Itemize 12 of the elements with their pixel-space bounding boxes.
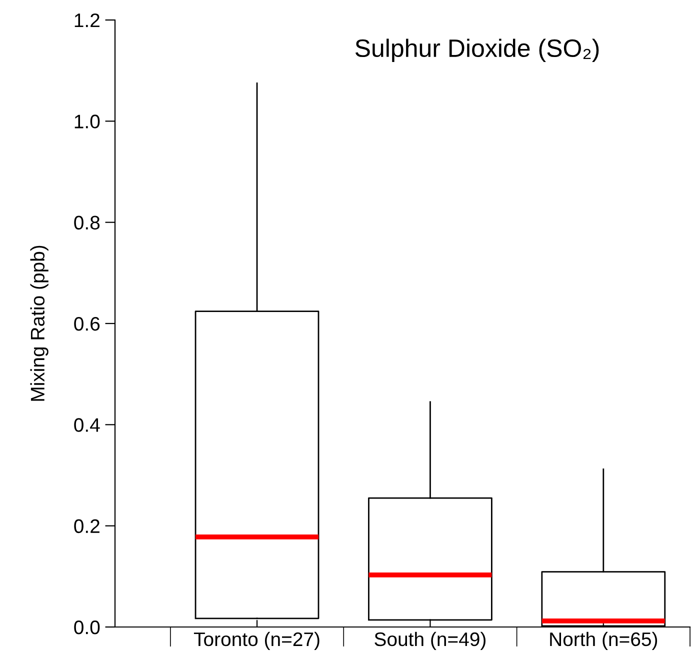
y-tick-label: 1.2	[74, 13, 100, 28]
text: Sulphur Dioxide (SO₂)	[355, 38, 599, 62]
x-tick-label: South (n=49)	[374, 632, 486, 650]
y-axis-title: Mixing Ratio (ppb)	[30, 246, 48, 401]
y-tick-label: 0.8	[74, 216, 100, 230]
y-tick-label: 0.4	[74, 418, 100, 432]
y-tick-label: 0.2	[74, 519, 100, 534]
x-tick-label: North (n=65)	[550, 632, 658, 650]
y-tick-label: 1.0	[74, 114, 100, 128]
y-tick-label: 0.6	[74, 316, 100, 331]
y-tick-label: 0.0	[74, 620, 100, 634]
x-tick-label: Toronto (n=27)	[194, 632, 320, 650]
